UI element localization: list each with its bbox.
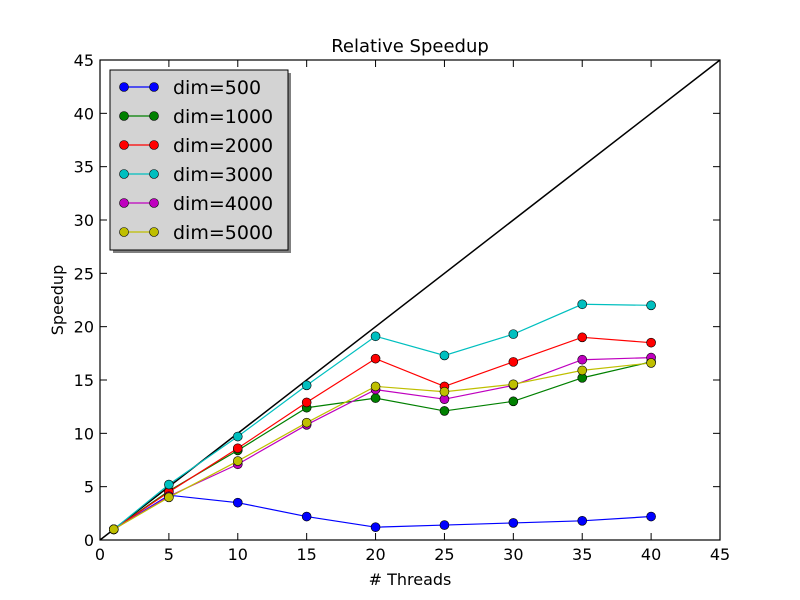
data-point-dim=2000-10 (232, 443, 243, 454)
legend: dim=500 dim=1000 dim=2000 dim=3000 dim=4000 d… (109, 69, 291, 253)
x-tick-label: 5 (164, 545, 174, 564)
data-point-dim=5000-10 (232, 456, 243, 466)
x-tick-label: 10 (228, 545, 248, 564)
legend-label-dim=3000: dim=3000 (173, 164, 273, 186)
data-point-dim=5000-1 (108, 524, 119, 535)
legend-swatch-marker (149, 140, 159, 150)
data-point-dim=2000-15 (301, 397, 312, 408)
data-point-dim=3000-20 (370, 331, 381, 342)
data-point-dim=500-40 (646, 511, 656, 522)
data-point-dim=500-30 (508, 518, 519, 528)
y-tick-label: 0 (84, 531, 94, 550)
data-point-dim=3000-15 (301, 380, 312, 391)
data-point-dim=5000-35 (577, 365, 588, 376)
x-tick-label: 30 (503, 545, 523, 564)
legend-swatch-marker (119, 169, 129, 179)
data-point-dim=1000-25 (439, 406, 450, 416)
data-point-dim=5000-30 (508, 379, 519, 390)
x-tick-label: 20 (365, 545, 385, 564)
data-point-dim=500-10 (232, 497, 243, 508)
legend-label-dim=5000: dim=5000 (173, 222, 273, 244)
data-point-dim=2000-30 (508, 357, 519, 367)
legend-swatch-marker (149, 82, 159, 92)
data-point-dim=4000-35 (577, 354, 588, 365)
legend-swatch-marker (119, 198, 129, 208)
axes: 0 5 10 15 20 25 30 35 40 45 0 5 10 15 20 25 30 35 40 45 (74, 51, 731, 564)
data-point-dim=500-15 (301, 511, 312, 522)
legend-label-dim=500: dim=500 (173, 77, 261, 99)
y-tick-label: 20 (74, 318, 94, 337)
y-tick-label: 45 (74, 51, 94, 70)
legend-swatch-marker (119, 227, 129, 237)
data-point-dim=5000-5 (164, 492, 174, 503)
data-point-dim=3000-25 (439, 350, 450, 361)
y-tick-label: 35 (74, 158, 94, 177)
y-tick-label: 25 (74, 264, 94, 283)
y-tick-label: 15 (74, 371, 94, 390)
data-point-dim=5000-15 (301, 417, 312, 428)
x-tick-label: 0 (95, 545, 105, 564)
y-tick-label: 30 (74, 211, 94, 230)
data-point-dim=5000-20 (370, 381, 381, 392)
x-tick-label: 25 (434, 545, 454, 564)
x-tick-label: 35 (572, 545, 592, 564)
legend-swatch-marker (149, 227, 159, 237)
data-point-dim=3000-10 (232, 431, 243, 442)
y-tick-label: 10 (74, 424, 94, 443)
legend-box (109, 69, 289, 251)
data-point-dim=3000-40 (646, 300, 656, 311)
data-point-dim=2000-40 (646, 337, 656, 348)
data-point-dim=1000-20 (370, 393, 381, 403)
x-tick-label: 40 (641, 545, 661, 564)
data-point-dim=500-35 (577, 515, 588, 526)
legend-swatch-marker (119, 140, 129, 150)
data-point-dim=3000-5 (164, 479, 174, 490)
data-point-dim=500-25 (439, 520, 450, 530)
chart-title: Relative Speedup (331, 36, 489, 57)
data-point-dim=2000-20 (370, 353, 381, 364)
legend-swatch-marker (149, 111, 159, 121)
legend-label-dim=4000: dim=4000 (173, 193, 273, 215)
y-axis-title: Speedup (48, 265, 67, 335)
x-axis-title: # Threads (369, 570, 452, 589)
y-tick-label: 40 (74, 104, 94, 123)
x-tick-label: 45 (710, 545, 730, 564)
y-tick-label: 5 (84, 478, 94, 497)
legend-label-dim=1000: dim=1000 (173, 106, 273, 128)
data-point-dim=500-20 (370, 522, 381, 533)
data-point-dim=5000-40 (646, 358, 656, 368)
legend-swatch-marker (149, 198, 159, 208)
data-point-dim=5000-25 (439, 386, 450, 397)
legend-label-dim=2000: dim=2000 (173, 135, 273, 157)
data-point-dim=2000-35 (577, 332, 588, 343)
plot-area (99, 59, 721, 541)
data-point-dim=3000-30 (508, 329, 519, 339)
legend-swatch-marker (119, 111, 129, 121)
x-tick-label: 15 (296, 545, 316, 564)
legend-swatch-marker (149, 169, 159, 179)
plot-frame (99, 59, 721, 541)
data-point-dim=3000-35 (577, 299, 588, 310)
data-point-dim=1000-30 (508, 396, 519, 407)
legend-swatch-marker (119, 82, 129, 92)
